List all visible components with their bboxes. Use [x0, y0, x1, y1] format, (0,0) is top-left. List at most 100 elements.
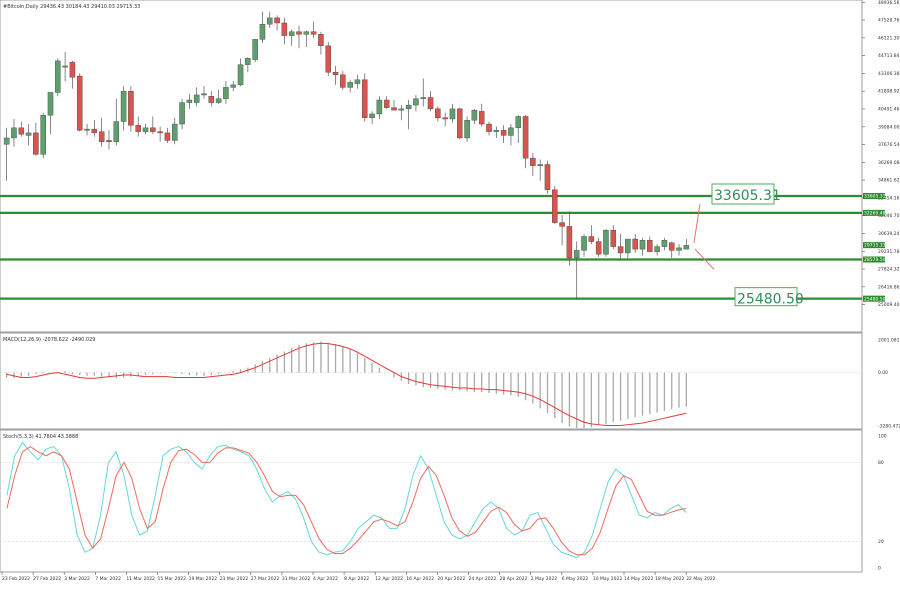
candle: [383, 96, 390, 109]
price-tick-label: 30639.24: [878, 231, 900, 237]
stoch-axis-label: 100: [878, 434, 887, 440]
candle: [668, 241, 675, 258]
candle-body: [661, 240, 668, 247]
date-label: 15 Mar 2022: [158, 576, 187, 582]
candle: [55, 58, 61, 97]
price-box: [863, 209, 885, 216]
macd-axis-label: 2001.081: [878, 338, 900, 344]
candle-body: [113, 121, 120, 142]
date-label: 12 Apr 2022: [375, 576, 403, 582]
candle-body: [588, 236, 595, 242]
candle-body: [120, 90, 127, 122]
date-label: 3 Mar 2022: [64, 576, 90, 582]
candle: [18, 121, 25, 137]
candle: [288, 29, 295, 46]
macd-signal-line: [6, 342, 687, 427]
date-label: 18 May 2022: [655, 576, 684, 582]
date-label: 23 Mar 2022: [220, 576, 249, 582]
date-label: 31 Mar 2022: [282, 576, 311, 582]
candle: [449, 103, 456, 123]
candle: [230, 81, 236, 92]
candle: [332, 65, 339, 85]
candle-body: [259, 24, 266, 40]
candle-body: [405, 104, 412, 110]
candle: [11, 118, 17, 147]
candle: [3, 127, 10, 181]
candle: [552, 185, 558, 224]
macd-label: MACD(12,26,9) -2078.622 -2490.029: [3, 337, 95, 343]
price-tick-label: 37676.54: [878, 142, 900, 148]
candle: [457, 107, 463, 140]
candle: [435, 106, 441, 122]
candle-body: [668, 242, 675, 251]
candle-body: [625, 238, 631, 254]
candle: [40, 112, 46, 159]
candle-body: [164, 132, 171, 141]
candle-body: [427, 97, 434, 110]
candle: [508, 124, 514, 146]
candle: [398, 105, 405, 121]
price-tick-label: 40491.46: [878, 106, 900, 112]
candle: [340, 70, 346, 90]
candle: [369, 111, 375, 125]
candle: [647, 236, 653, 252]
stoch-axis-label: 20: [878, 539, 884, 545]
candle-body: [325, 45, 331, 73]
candle: [420, 78, 426, 107]
price-box-label: 29715.33: [864, 243, 886, 249]
candle: [193, 87, 200, 107]
candle-body: [398, 108, 405, 111]
candle: [91, 120, 98, 137]
price-axis: 48936.56 47528.76 46121.30 44713.84 43306.38…: [862, 0, 900, 308]
price-tick-label: 39084.00: [878, 124, 900, 130]
candle: [318, 31, 324, 55]
projection-line-down: [694, 248, 715, 270]
candle-body: [193, 94, 200, 103]
candle: [522, 115, 529, 169]
candle-body: [581, 236, 587, 251]
candle-body: [223, 87, 229, 99]
candle: [683, 239, 690, 250]
candle: [325, 41, 331, 77]
candle: [603, 228, 609, 257]
candle-body: [11, 127, 17, 139]
price-tick-label: 46121.30: [878, 35, 900, 41]
stoch-axis-label: 80: [878, 460, 884, 466]
candle-body: [267, 17, 273, 25]
price-tick-label: 29231.78: [878, 249, 900, 255]
candle-body: [171, 123, 178, 141]
candle: [296, 25, 302, 49]
macd-axis-label: -3280.472: [878, 424, 900, 430]
price-tag-boxes: 33605.31 32269.48 29715.33 28579.50 25480.50: [863, 192, 886, 302]
candle: [135, 116, 141, 137]
candle-body: [610, 229, 617, 247]
date-label: 2 May 2022: [531, 576, 558, 582]
candle-body: [478, 111, 485, 125]
candle-body: [566, 226, 573, 259]
candle-body: [237, 64, 244, 86]
candle-body: [230, 84, 236, 88]
date-label: 16 Apr 2022: [406, 576, 434, 582]
date-label: 4 Apr 2022: [313, 576, 338, 582]
candle: [588, 225, 595, 245]
candle-body: [347, 82, 353, 88]
price-tick-label: 33454.16: [878, 195, 900, 201]
candle-body: [457, 108, 463, 139]
candle-body: [40, 114, 46, 155]
price-tick-label: 32046.70: [878, 213, 900, 219]
candle-body: [493, 130, 500, 132]
candle-body: [128, 90, 134, 126]
candle-body: [362, 79, 368, 118]
candle: [362, 73, 368, 122]
candle: [47, 92, 54, 135]
candle: [639, 237, 646, 256]
candle-body: [179, 102, 185, 125]
date-label: 24 Apr 2022: [469, 576, 497, 582]
candle: [157, 126, 163, 142]
candle-body: [296, 31, 302, 35]
candle-body: [515, 116, 522, 129]
candle-body: [603, 229, 609, 255]
date-label: 10 May 2022: [593, 576, 622, 582]
candle: [632, 233, 638, 253]
